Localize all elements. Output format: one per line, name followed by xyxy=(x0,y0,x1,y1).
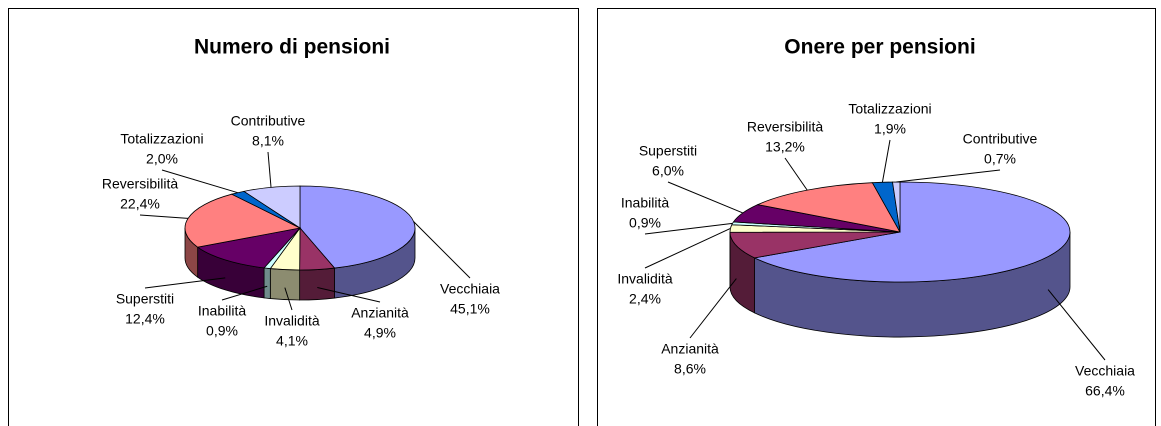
slice-label: Vecchiaia xyxy=(440,281,500,297)
slice-label: Anzianità xyxy=(351,305,409,321)
slice xyxy=(242,185,301,229)
slice xyxy=(184,193,302,248)
slice-value-label: 12,4% xyxy=(125,311,165,327)
slice-label: Vecchiaia xyxy=(1075,363,1135,379)
slice-value-label: 0,9% xyxy=(629,215,661,231)
leader-line xyxy=(161,169,238,194)
leader-line xyxy=(784,157,808,191)
leader-line xyxy=(284,287,293,311)
slice-label: Superstiti xyxy=(639,143,697,159)
slice-value-label: 1,9% xyxy=(874,121,906,137)
leader-line xyxy=(881,139,891,183)
leader-line xyxy=(144,277,226,289)
slice-value-label: 4,1% xyxy=(276,333,308,349)
slice-label: Invalidità xyxy=(617,271,672,287)
slice xyxy=(196,227,302,269)
leader-line xyxy=(896,169,1001,183)
leader-line xyxy=(317,287,381,303)
slice-value-label: 2,0% xyxy=(146,151,178,167)
slice xyxy=(756,182,901,233)
leader-line xyxy=(267,151,272,188)
leader-line xyxy=(221,285,268,301)
slice-value-label: 6,0% xyxy=(652,163,684,179)
slice-value-label: 2,4% xyxy=(629,291,661,307)
chart-title: Onere per pensioni xyxy=(784,36,975,59)
slice-label: Superstiti xyxy=(116,291,174,307)
slice-label: Totalizzazioni xyxy=(848,101,931,117)
slice-label: Inabilità xyxy=(198,303,246,319)
leader-line xyxy=(413,221,471,279)
slice-label: Invalidità xyxy=(264,313,319,329)
leader-line xyxy=(139,214,189,219)
slice-label: Totalizzazioni xyxy=(120,131,203,147)
chart-title: Numero di pensioni xyxy=(194,36,390,59)
slice-value-label: 8,6% xyxy=(674,361,706,377)
slice-value-label: 45,1% xyxy=(450,301,490,317)
leader-line xyxy=(644,222,733,235)
leader-line xyxy=(689,278,737,339)
slice-value-label: 0,7% xyxy=(984,151,1016,167)
slice-value-label: 0,9% xyxy=(206,323,238,339)
slice-value-label: 8,1% xyxy=(252,133,284,149)
leader-line xyxy=(1047,289,1106,361)
slice-side xyxy=(299,267,335,301)
slice-value-label: 13,2% xyxy=(765,139,805,155)
slice xyxy=(729,231,901,259)
slice-value-label: 66,4% xyxy=(1085,383,1125,399)
leader-line xyxy=(667,181,744,214)
leader-line xyxy=(644,228,731,269)
slice-label: Contributive xyxy=(963,131,1038,147)
slice-label: Reversibilità xyxy=(102,176,178,192)
slice xyxy=(753,181,1071,283)
slice-side xyxy=(269,268,301,301)
slice xyxy=(299,185,416,269)
slice-value-label: 22,4% xyxy=(120,196,160,212)
slice-side xyxy=(263,267,271,300)
slice-label: Reversibilità xyxy=(747,119,823,135)
slice-label: Contributive xyxy=(231,113,306,129)
slice-label: Anzianità xyxy=(661,341,719,357)
slice-value-label: 4,9% xyxy=(364,325,396,341)
slice-label: Inabilità xyxy=(621,195,669,211)
